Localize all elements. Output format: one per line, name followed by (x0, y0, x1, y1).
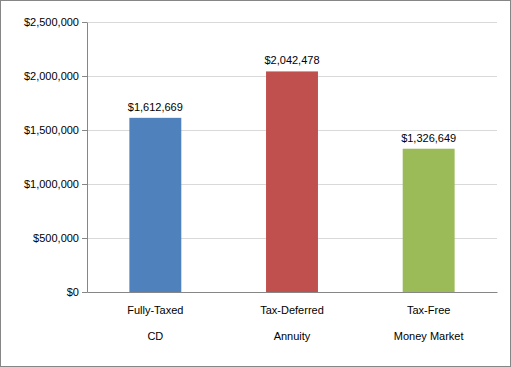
bar (129, 118, 181, 292)
x-tick-label-line: Annuity (274, 330, 311, 342)
x-tick-label-line: Tax-Free (407, 304, 450, 316)
bar (403, 149, 455, 292)
bar (266, 71, 318, 292)
x-tick-label: Fully-Taxed CD (127, 304, 183, 342)
grid-line (87, 292, 497, 293)
y-tick-label: $2,500,000 (24, 16, 79, 28)
y-tick-mark (82, 22, 87, 23)
y-tick: $500,000 (33, 232, 87, 244)
y-tick: $1,500,000 (24, 124, 87, 136)
y-axis: $0 $500,000 $1,000,000 $1,500,000 $2,000,000… (24, 16, 88, 298)
x-tick-label-line: Tax-Deferred (260, 304, 324, 316)
x-tick: Fully-Taxed CD (127, 292, 183, 342)
x-tick-label: Tax-Free Money Market (394, 304, 464, 342)
grid (87, 23, 497, 293)
y-axis-line (87, 23, 88, 293)
chart-frame (1, 1, 511, 367)
grid-line (87, 22, 497, 23)
y-tick: $0 (67, 286, 87, 298)
y-tick: $2,500,000 (24, 16, 87, 28)
y-tick: $2,000,000 (24, 70, 87, 82)
chart: $0 $500,000 $1,000,000 $1,500,000 $2,000,000… (0, 0, 511, 367)
y-tick-label: $500,000 (33, 232, 79, 244)
plot-area: $0 $500,000 $1,000,000 $1,500,000 $2,000,000… (24, 16, 498, 342)
y-tick-label: $1,500,000 (24, 124, 79, 136)
y-tick-mark (82, 130, 87, 131)
x-tick: Tax-Deferred Annuity (260, 292, 324, 342)
x-tick-label-line: Money Market (394, 330, 464, 342)
data-label: $2,042,478 (264, 54, 319, 66)
x-axis: Fully-Taxed CD Tax-Deferred Annuity Tax-Free… (88, 292, 498, 342)
y-tick-label: $1,000,000 (24, 178, 79, 190)
y-tick-mark (82, 238, 87, 239)
x-tick-label: Tax-Deferred Annuity (260, 304, 324, 342)
y-tick-label: $2,000,000 (24, 70, 79, 82)
x-axis-line (88, 292, 498, 293)
y-tick-mark (82, 292, 87, 293)
x-tick-label-line: CD (147, 330, 163, 342)
y-tick: $1,000,000 (24, 178, 87, 190)
data-label: $1,326,649 (401, 132, 456, 144)
x-tick: Tax-Free Money Market (394, 292, 464, 342)
y-tick-mark (82, 184, 87, 185)
y-tick-mark (82, 76, 87, 77)
data-labels: $1,612,669 $2,042,478 $1,326,649 (128, 54, 456, 143)
data-label: $1,612,669 (128, 101, 183, 113)
y-tick-label: $0 (67, 286, 79, 298)
x-tick-label-line: Fully-Taxed (127, 304, 183, 316)
